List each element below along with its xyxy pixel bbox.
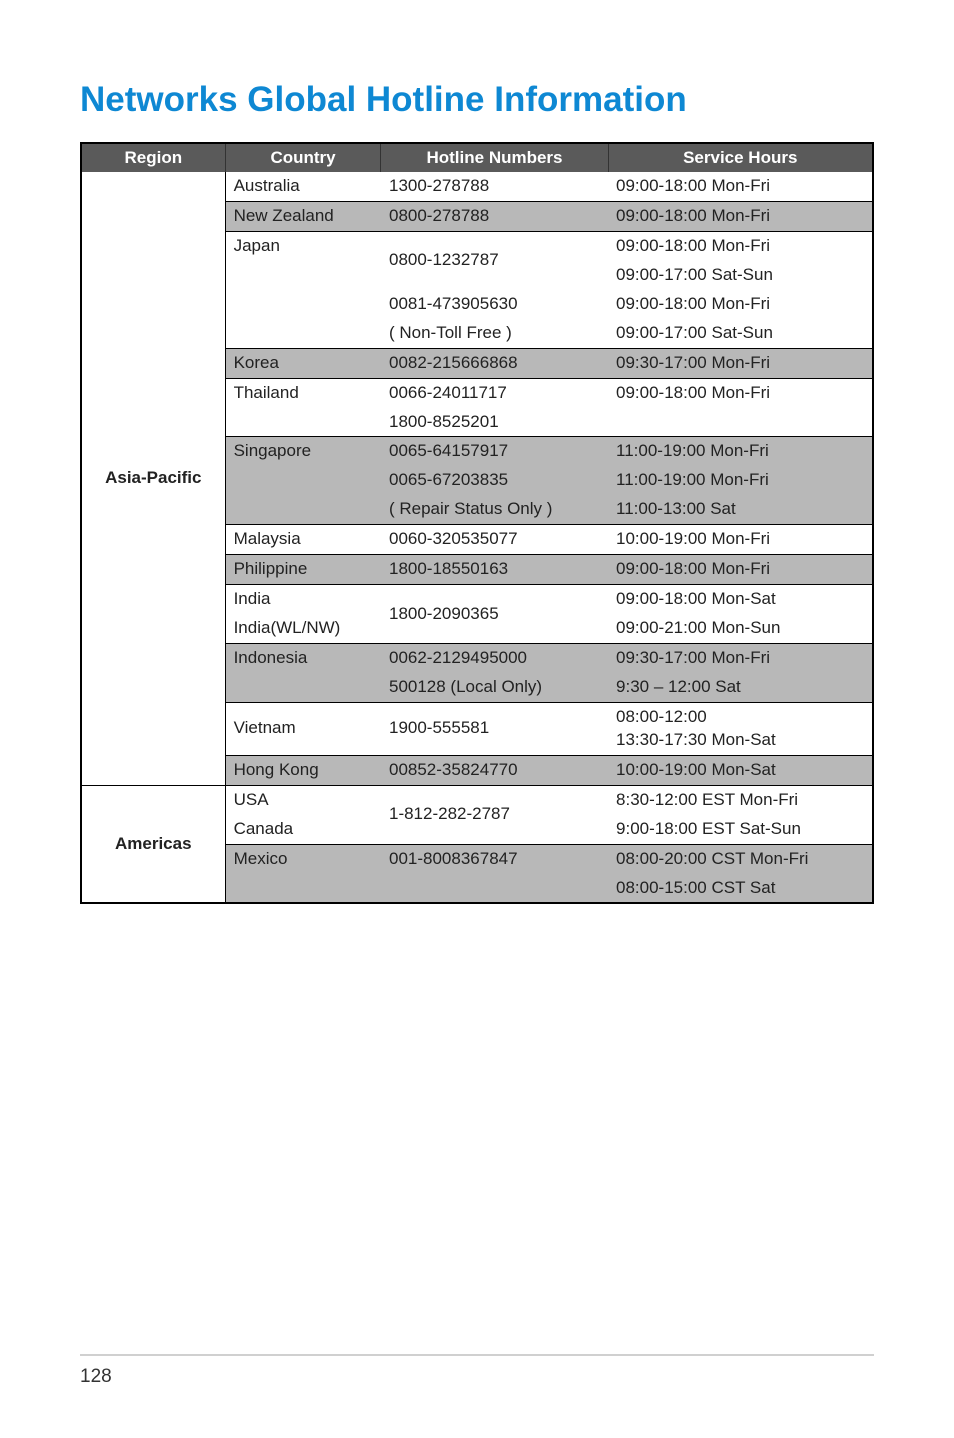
cell-hotline: 0800-1232787: [381, 231, 608, 289]
cell-country: Mexico: [225, 844, 381, 903]
cell-service: 09:00-18:00 Mon-Fri: [608, 555, 873, 585]
header-region: Region: [81, 143, 225, 172]
cell-service: 10:00-19:00 Mon-Sat: [608, 755, 873, 785]
cell-service: 09:00-21:00 Mon-Sun: [608, 614, 873, 643]
header-hotline: Hotline Numbers: [381, 143, 608, 172]
cell-hotline: 001-8008367847: [381, 844, 608, 873]
cell-hotline: 500128 (Local Only): [381, 673, 608, 702]
cell-hotline: 1900-555581: [381, 702, 608, 755]
cell-service: 09:30-17:00 Mon-Fri: [608, 644, 873, 673]
cell-service: 11:00-19:00 Mon-Fri: [608, 437, 873, 466]
cell-hotline: 0081-473905630: [381, 290, 608, 319]
cell-service: 09:30-17:00 Mon-Fri: [608, 348, 873, 378]
cell-country: India(WL/NW): [225, 614, 381, 643]
cell-country: Singapore: [225, 437, 381, 525]
cell-country: Canada: [225, 815, 381, 844]
cell-hotline: 0062-2129495000: [381, 644, 608, 673]
cell-hotline: 1800-2090365: [381, 585, 608, 644]
cell-hotline: 1-812-282-2787: [381, 785, 608, 844]
cell-hotline: 0065-64157917: [381, 437, 608, 466]
cell-country: Vietnam: [225, 702, 381, 755]
cell-country: Philippine: [225, 555, 381, 585]
page-footer: 128: [0, 1354, 954, 1388]
cell-country: New Zealand: [225, 201, 381, 231]
cell-hotline: [381, 874, 608, 904]
region-asia-pacific: Asia-Pacific: [81, 172, 225, 785]
cell-service: 11:00-13:00 Sat: [608, 495, 873, 524]
cell-hotline: 0060-320535077: [381, 525, 608, 555]
region-americas: Americas: [81, 785, 225, 903]
cell-country: India: [225, 585, 381, 614]
table-row: Asia-Pacific Australia 1300-278788 09:00…: [81, 172, 873, 201]
cell-country: USA: [225, 785, 381, 814]
cell-service: 09:00-18:00 Mon-Fri: [608, 172, 873, 201]
cell-service: 09:00-18:00 Mon-Fri: [608, 201, 873, 231]
cell-hotline: 0800-278788: [381, 201, 608, 231]
cell-service: [608, 408, 873, 437]
cell-country: Thailand: [225, 378, 381, 437]
page-number: 128: [80, 1366, 112, 1387]
cell-service: 09:00-17:00 Sat-Sun: [608, 319, 873, 348]
cell-service: 09:00-17:00 Sat-Sun: [608, 261, 873, 290]
cell-service: 10:00-19:00 Mon-Fri: [608, 525, 873, 555]
cell-hotline: 00852-35824770: [381, 755, 608, 785]
cell-service: 11:00-19:00 Mon-Fri: [608, 466, 873, 495]
cell-hotline: 1800-18550163: [381, 555, 608, 585]
cell-country: Korea: [225, 348, 381, 378]
cell-hotline: ( Repair Status Only ): [381, 495, 608, 524]
cell-hotline: 0082-215666868: [381, 348, 608, 378]
cell-service: 09:00-18:00 Mon-Fri: [608, 290, 873, 319]
cell-country: Hong Kong: [225, 755, 381, 785]
cell-hotline: 1300-278788: [381, 172, 608, 201]
cell-service: 09:00-18:00 Mon-Sat: [608, 585, 873, 614]
header-country: Country: [225, 143, 381, 172]
cell-service: 9:30 – 12:00 Sat: [608, 673, 873, 702]
header-service: Service Hours: [608, 143, 873, 172]
page-title: Networks Global Hotline Information: [80, 80, 874, 120]
hotline-table: Region Country Hotline Numbers Service H…: [80, 142, 874, 904]
cell-hotline: 0066-24011717: [381, 378, 608, 407]
cell-service: 09:00-18:00 Mon-Fri: [608, 378, 873, 407]
cell-country: Malaysia: [225, 525, 381, 555]
cell-hotline: 0065-67203835: [381, 466, 608, 495]
cell-country: Japan: [225, 231, 381, 348]
cell-service: 09:00-18:00 Mon-Fri: [608, 231, 873, 260]
cell-country: Indonesia: [225, 644, 381, 703]
cell-service: 08:00-20:00 CST Mon-Fri: [608, 844, 873, 873]
cell-service: 8:30-12:00 EST Mon-Fri: [608, 785, 873, 814]
cell-country: Australia: [225, 172, 381, 201]
cell-service: 08:00-15:00 CST Sat: [608, 874, 873, 904]
table-row: Americas USA 1-812-282-2787 8:30-12:00 E…: [81, 785, 873, 814]
cell-hotline: ( Non-Toll Free ): [381, 319, 608, 348]
cell-service: 08:00-12:0013:30-17:30 Mon-Sat: [608, 702, 873, 755]
cell-hotline: 1800-8525201: [381, 408, 608, 437]
cell-service: 9:00-18:00 EST Sat-Sun: [608, 815, 873, 844]
